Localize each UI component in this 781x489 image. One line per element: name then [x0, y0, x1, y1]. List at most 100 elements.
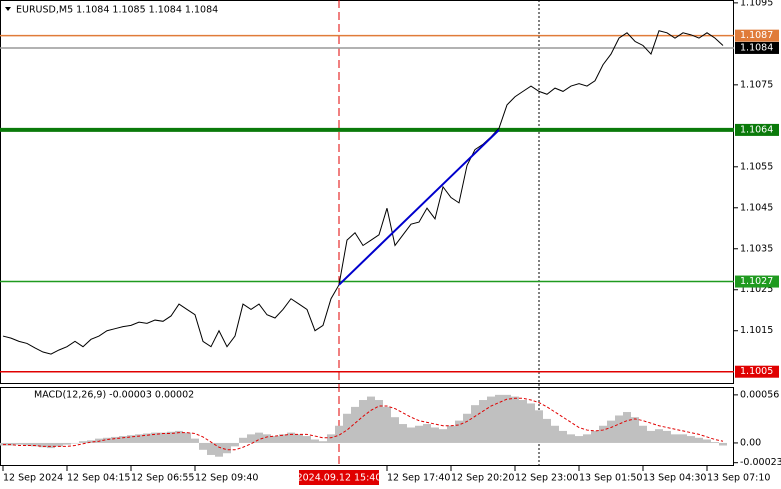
macd-bar [503, 394, 511, 443]
macd-bar [183, 432, 191, 443]
macd-bar [151, 432, 159, 443]
price-line [2, 30, 724, 355]
y-tick-label: 0.00056 [740, 389, 779, 400]
level-label: 1.1087 [740, 30, 773, 41]
macd-bar [367, 396, 375, 443]
macd-bar [55, 442, 63, 447]
macd-bar [159, 432, 167, 443]
x-tick-label: 12 Sep 20:20 [451, 473, 514, 484]
macd-bar [63, 442, 71, 445]
macd-bar [415, 425, 423, 443]
macd-bar [719, 442, 727, 446]
x-tick-label: 12 Sep 2024 [3, 473, 63, 484]
macd-bar [631, 417, 639, 443]
macd-bar [207, 442, 215, 455]
menu-arrow [5, 7, 11, 11]
macd-bar [383, 406, 391, 443]
level-label-bg [735, 365, 779, 378]
macd-bar [191, 438, 199, 443]
macd-bar [319, 441, 327, 443]
macd-bar [471, 405, 479, 443]
macd-bar [303, 436, 311, 443]
crosshair-label: 2024.09.12 15:40 [297, 473, 382, 484]
macd-bar [679, 434, 687, 443]
level-label-bg [735, 29, 779, 42]
macd-bar [31, 442, 39, 447]
macd-bar [79, 441, 87, 443]
level-label-bg [735, 275, 779, 288]
macd-bar [175, 430, 183, 443]
macd-bar [375, 400, 383, 443]
y-tick-label: 1.1095 [740, 0, 773, 8]
y-tick-label: 1.1025 [740, 284, 773, 295]
macd-bar [487, 396, 495, 443]
trendline [338, 129, 500, 286]
macd-bar [543, 418, 551, 443]
macd-bar [575, 436, 583, 443]
macd-bar [87, 440, 95, 443]
y-tick-label: 1.1055 [740, 161, 773, 172]
macd-bar [695, 437, 703, 443]
macd-bar [495, 394, 503, 443]
macd-bar [23, 442, 31, 446]
macd-bar [407, 427, 415, 443]
macd-bar [431, 427, 439, 443]
macd-bar [439, 429, 447, 443]
macd-bar [143, 433, 151, 443]
macd-bar [343, 413, 351, 443]
macd-bar [463, 413, 471, 443]
macd-bar [527, 403, 535, 443]
macd-bar [135, 434, 143, 443]
macd-bar [47, 442, 55, 449]
macd-bar [311, 439, 319, 443]
y-tick-label: 1.1035 [740, 243, 773, 254]
macd-bar [239, 437, 247, 443]
macd-bar [271, 436, 279, 443]
macd-bar [359, 400, 367, 443]
macd-bar [231, 442, 239, 447]
macd-bar [391, 417, 399, 443]
macd-bar [599, 425, 607, 443]
macd-bar [703, 439, 711, 443]
level-label: 1.1064 [740, 124, 773, 135]
macd-bar [663, 430, 671, 443]
y-tick-label: -0.00023 [740, 457, 781, 468]
y-tick-label: 1.1045 [740, 202, 773, 213]
macd-bar [479, 400, 487, 443]
x-tick-label: 12 Sep 04:15 [67, 473, 130, 484]
y-tick-label: 0.00 [740, 437, 761, 448]
x-tick-label: 12 Sep 17:40 [387, 473, 450, 484]
macd-bar [223, 442, 231, 454]
macd-pane [0, 387, 734, 466]
level-label-bg [735, 41, 779, 54]
macd-bar [607, 420, 615, 443]
x-tick-label: 13 Sep 04:30 [643, 473, 706, 484]
macd-bar [255, 432, 263, 443]
macd-bar [639, 425, 647, 443]
macd-bar [287, 432, 295, 443]
macd-bar [551, 425, 559, 443]
macd-bar [399, 424, 407, 443]
y-tick-label: 1.1015 [740, 325, 773, 336]
x-tick-label: 13 Sep 01:50 [579, 473, 642, 484]
macd-bar [263, 434, 271, 443]
macd-bar [167, 431, 175, 443]
macd-bar [455, 420, 463, 443]
macd-bar [71, 442, 79, 444]
y-tick-label: 1.1075 [740, 79, 773, 90]
macd-bar [519, 400, 527, 443]
macd-bar [647, 430, 655, 443]
macd-bar [111, 436, 119, 443]
macd-bar [279, 434, 287, 443]
x-tick-label: 13 Sep 07:10 [707, 473, 770, 484]
macd-bar [583, 434, 591, 443]
level-label: 1.1005 [740, 366, 773, 377]
macd-bar [447, 425, 455, 443]
x-tick-label: 12 Sep 09:40 [195, 473, 258, 484]
x-tick-label: 12 Sep 23:00 [515, 473, 578, 484]
macd-bar [711, 442, 719, 443]
macd-bar [623, 412, 631, 443]
macd-bar [671, 434, 679, 443]
